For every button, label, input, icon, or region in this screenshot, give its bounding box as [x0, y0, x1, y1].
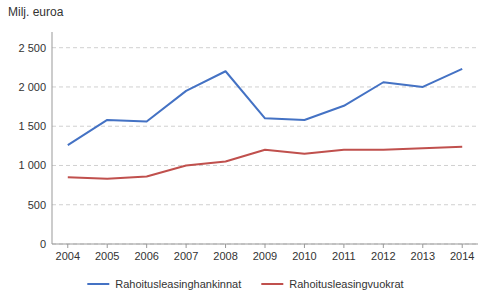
x-tick: [67, 244, 68, 248]
y-axis-line: [52, 32, 53, 244]
x-tick-label: 2007: [174, 250, 198, 262]
y-tick-label: 2 500: [18, 42, 46, 54]
x-tick: [107, 244, 108, 248]
legend-item: Rahoitusleasingvuokrat: [261, 278, 403, 290]
x-tick-label: 2006: [134, 250, 158, 262]
y-tick-label: 0: [40, 238, 46, 250]
x-tick: [265, 244, 266, 248]
chart-svg: Milj. euroa 0 500 1 000 1 500 2 000 2 500 2004 2…: [0, 0, 491, 302]
x-tick: [304, 244, 305, 248]
grid: [52, 48, 478, 244]
x-tick-label: 2004: [56, 250, 80, 262]
x-tick: [186, 244, 187, 248]
x-tick: [383, 244, 384, 248]
legend-label: Rahoitusleasinghankinnat: [115, 278, 241, 290]
grid-line: [52, 165, 478, 166]
x-tick-label: 2011: [332, 250, 356, 262]
series-line: [68, 69, 462, 145]
x-tick: [146, 244, 147, 248]
grid-line: [52, 204, 478, 205]
x-tick-label: 2012: [371, 250, 395, 262]
legend-item: Rahoitusleasinghankinnat: [87, 278, 241, 290]
x-tick-label: 2014: [450, 250, 474, 262]
lines: [68, 69, 462, 179]
x-tick-label: 2005: [95, 250, 119, 262]
y-axis-label: Milj. euroa: [8, 5, 64, 19]
x-tick: [422, 244, 423, 248]
legend-swatch: [261, 283, 283, 285]
y-tick-label: 500: [28, 199, 46, 211]
x-tick-label: 2008: [213, 250, 237, 262]
y-tick-label: 2 000: [18, 81, 46, 93]
y-tick-label: 1 500: [18, 120, 46, 132]
x-tick-label: 2009: [253, 250, 277, 262]
x-tick: [462, 244, 463, 248]
y-tick-label: 1 000: [18, 159, 46, 171]
x-tick-label: 2010: [292, 250, 316, 262]
x-tick-label: 2013: [411, 250, 435, 262]
x-tick: [225, 244, 226, 248]
grid-line: [52, 126, 478, 127]
legend-label: Rahoitusleasingvuokrat: [289, 278, 403, 290]
x-tick: [343, 244, 344, 248]
legend: Rahoitusleasinghankinnat Rahoitusleasingv…: [87, 278, 403, 290]
series-line: [68, 147, 462, 179]
legend-swatch: [87, 283, 109, 285]
grid-line: [52, 47, 478, 48]
chart-container: Milj. euroa 0 500 1 000 1 500 2 000 2 500 2004 2…: [0, 0, 491, 302]
